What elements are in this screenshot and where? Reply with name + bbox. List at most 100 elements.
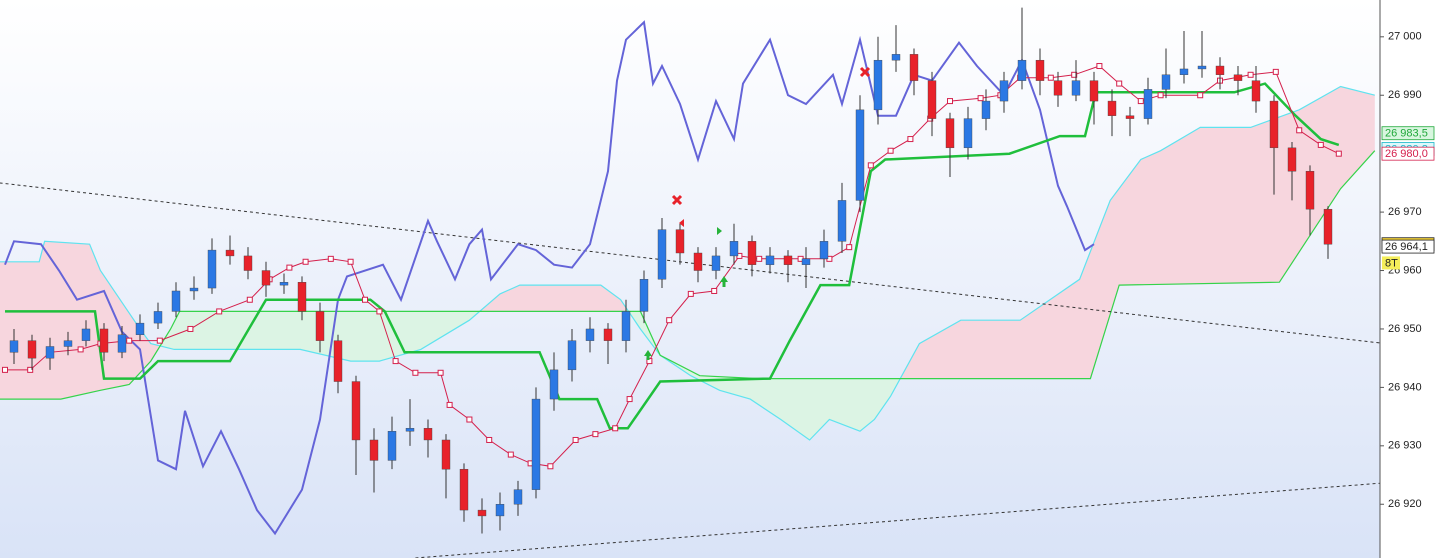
candle-body [1089, 80, 1099, 102]
candle-body [207, 249, 217, 289]
candle-body [1197, 65, 1207, 70]
signal-flag [717, 227, 722, 235]
indicator-marker [666, 317, 673, 324]
candle-body [981, 100, 991, 119]
indicator-marker [437, 369, 444, 376]
axis-background [1380, 0, 1436, 558]
candle-body [837, 200, 847, 242]
signal-arrow [644, 350, 652, 360]
indicator-marker [1197, 92, 1204, 99]
indicator-marker [1071, 71, 1078, 78]
candle-body [639, 279, 649, 312]
candle-body [63, 340, 73, 347]
indicator-marker [947, 98, 953, 105]
indicator-marker [187, 325, 194, 332]
candle-body [549, 369, 559, 400]
cloud-fill [628, 311, 901, 440]
indicator-marker [1335, 150, 1342, 157]
indicator-marker [286, 264, 293, 271]
candle-body [45, 346, 55, 359]
candle-body [351, 381, 361, 441]
candle-body [1017, 59, 1027, 81]
indicator-marker [362, 296, 368, 303]
cloud-fill [480, 285, 629, 312]
indicator-marker [347, 258, 354, 265]
indicator-marker [887, 147, 894, 154]
candle-body [783, 255, 793, 265]
indicator-marker [1047, 74, 1054, 81]
indicator-marker [907, 136, 914, 143]
candle-body [873, 59, 883, 111]
candle-body [711, 255, 721, 271]
price-label: 26 983,5 [1385, 128, 1428, 140]
trend-line [0, 182, 1381, 344]
indicator-marker [687, 290, 694, 297]
candle-body [27, 340, 37, 359]
indicator-marker [486, 436, 493, 443]
candle-body [1161, 74, 1171, 90]
candle-body [909, 54, 919, 81]
price-label: 26 964,1 [1385, 241, 1428, 253]
candle-body [531, 398, 541, 490]
candle-body [657, 229, 667, 280]
cloud-fill [0, 241, 161, 400]
candles-layer [9, 7, 1333, 534]
indicator-marker [77, 346, 84, 353]
y-tick-label: 26 930 [1388, 440, 1422, 452]
y-tick-label: 26 920 [1388, 498, 1422, 510]
signal-flag [679, 219, 684, 227]
candle-body [171, 290, 181, 312]
indicator-marker [327, 255, 334, 262]
candle-body [1305, 170, 1315, 210]
candle-body [747, 241, 757, 265]
candle-body [81, 328, 91, 341]
indicator-marker [466, 416, 473, 423]
candle-body [765, 255, 775, 265]
indicator-marker [1317, 141, 1324, 148]
cloud-fill [900, 86, 1375, 379]
candle-body [675, 229, 685, 254]
candle-body [243, 255, 253, 271]
indicator-marker [592, 431, 599, 438]
candle-body [1035, 59, 1045, 81]
candle-body [477, 509, 487, 517]
candle-body [729, 241, 739, 257]
candle-body [459, 468, 469, 511]
span-a-line [0, 150, 1376, 400]
candle-body [1251, 80, 1261, 102]
indicator-marker [302, 258, 309, 265]
candle-body [387, 431, 397, 461]
indicator-marker [507, 451, 514, 458]
candle-body [1053, 80, 1063, 96]
candle-body [153, 311, 163, 324]
indicator-marker [156, 337, 163, 344]
candle-body [369, 439, 379, 461]
candle-body [999, 80, 1009, 102]
indicator-marker [2, 366, 8, 373]
indicator-marker [756, 255, 763, 262]
indicator-marker [1096, 63, 1103, 70]
candle-body [297, 282, 307, 312]
candle-body [1071, 80, 1081, 96]
candle-body [135, 322, 145, 335]
indicator-marker [376, 308, 383, 315]
candle-body [1323, 208, 1333, 245]
candle-body [1233, 74, 1243, 81]
candle-body [603, 328, 613, 341]
signal-icons [644, 66, 871, 360]
candle-body [1143, 89, 1153, 119]
indicator-marker [392, 358, 399, 365]
span-b-line [0, 85, 1375, 441]
candle-body [1125, 115, 1135, 119]
candle-body [693, 252, 703, 271]
indicator-marker [1247, 71, 1254, 78]
indicator-marker [1157, 92, 1164, 99]
price-label-box [1381, 239, 1435, 254]
indicator-marker [547, 463, 554, 470]
candle-body [405, 428, 415, 432]
candle-body [1179, 68, 1189, 75]
candle-body [1107, 100, 1117, 116]
indicator-marker [572, 436, 579, 443]
indicator-marker [977, 95, 984, 102]
